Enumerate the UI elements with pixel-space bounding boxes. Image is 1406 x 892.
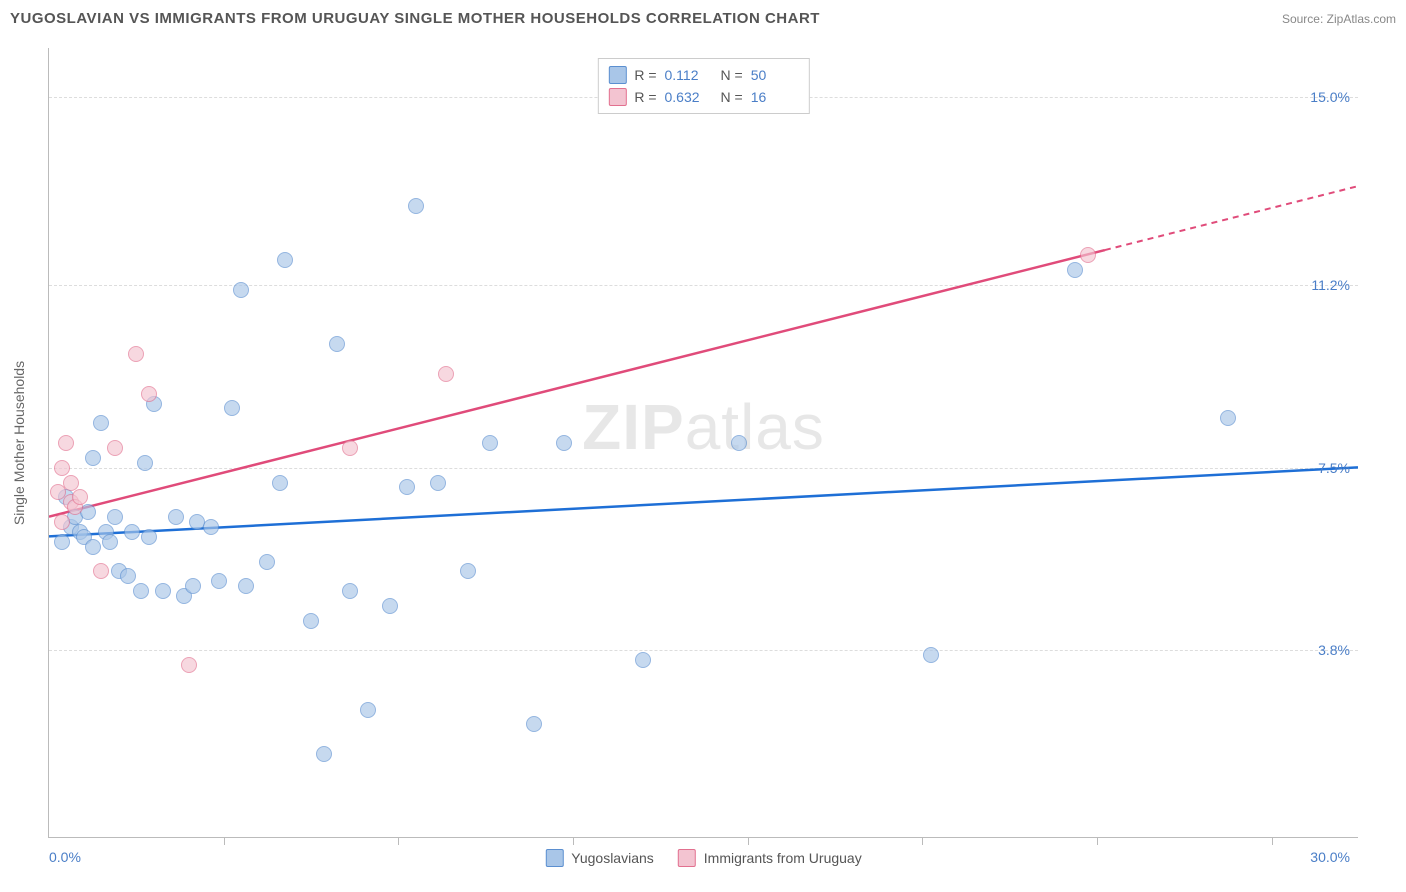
x-tick <box>224 837 225 845</box>
data-point <box>635 652 651 668</box>
data-point <box>58 435 74 451</box>
data-point <box>360 702 376 718</box>
data-point <box>120 568 136 584</box>
data-point <box>329 336 345 352</box>
r-label: R = <box>634 64 656 86</box>
series-legend-item: Yugoslavians <box>545 849 654 867</box>
data-point <box>277 252 293 268</box>
data-point <box>1067 262 1083 278</box>
data-point <box>482 435 498 451</box>
legend-row: R = 0.632 N = 16 <box>608 86 798 108</box>
data-point <box>303 613 319 629</box>
data-point <box>107 440 123 456</box>
data-point <box>438 366 454 382</box>
data-point <box>85 539 101 555</box>
data-point <box>124 524 140 540</box>
source-text: Source: ZipAtlas.com <box>1282 12 1396 26</box>
data-point <box>923 647 939 663</box>
y-tick-label: 3.8% <box>1318 642 1350 658</box>
data-point <box>54 460 70 476</box>
r-value: 0.632 <box>665 86 713 108</box>
data-point <box>137 455 153 471</box>
x-tick <box>748 837 749 845</box>
series-legend-label: Yugoslavians <box>571 850 654 866</box>
correlation-legend: R = 0.112 N = 50 R = 0.632 N = 16 <box>597 58 809 114</box>
scatter-points <box>49 48 1358 837</box>
data-point <box>54 534 70 550</box>
data-point <box>181 657 197 673</box>
data-point <box>155 583 171 599</box>
data-point <box>460 563 476 579</box>
n-value: 16 <box>751 86 799 108</box>
x-end-label: 30.0% <box>1310 849 1350 865</box>
chart-area: Single Mother Households ZIPatlas R =0.1… <box>48 48 1358 838</box>
data-point <box>141 529 157 545</box>
data-point <box>203 519 219 535</box>
data-point <box>731 435 747 451</box>
data-point <box>185 578 201 594</box>
data-point <box>556 435 572 451</box>
data-point <box>128 346 144 362</box>
series-legend: Yugoslavians Immigrants from Uruguay <box>545 849 861 867</box>
data-point <box>102 534 118 550</box>
legend-swatch <box>678 849 696 867</box>
x-tick <box>1272 837 1273 845</box>
x-tick <box>573 837 574 845</box>
data-point <box>93 563 109 579</box>
x-origin-label: 0.0% <box>49 849 81 865</box>
legend-swatch <box>545 849 563 867</box>
data-point <box>141 386 157 402</box>
data-point <box>382 598 398 614</box>
n-label: N = <box>721 64 743 86</box>
x-tick <box>398 837 399 845</box>
data-point <box>211 573 227 589</box>
n-label: N = <box>721 86 743 108</box>
x-tick <box>922 837 923 845</box>
x-tick <box>1097 837 1098 845</box>
legend-swatch <box>608 66 626 84</box>
y-axis-label: Single Mother Households <box>11 360 27 524</box>
legend-swatch <box>608 88 626 106</box>
y-tick-label: 15.0% <box>1310 89 1350 105</box>
y-tick-label: 7.5% <box>1318 460 1350 476</box>
data-point <box>342 440 358 456</box>
title-bar: YUGOSLAVIAN VS IMMIGRANTS FROM URUGUAY S… <box>10 10 1396 27</box>
series-legend-item: Immigrants from Uruguay <box>678 849 862 867</box>
data-point <box>1220 410 1236 426</box>
r-value: 0.112 <box>665 64 713 86</box>
data-point <box>430 475 446 491</box>
data-point <box>93 415 109 431</box>
data-point <box>399 479 415 495</box>
data-point <box>168 509 184 525</box>
data-point <box>233 282 249 298</box>
data-point <box>238 578 254 594</box>
data-point <box>63 475 79 491</box>
data-point <box>72 489 88 505</box>
data-point <box>54 514 70 530</box>
data-point <box>526 716 542 732</box>
series-legend-label: Immigrants from Uruguay <box>704 850 862 866</box>
y-tick-label: 11.2% <box>1311 277 1350 293</box>
data-point <box>85 450 101 466</box>
data-point <box>342 583 358 599</box>
r-label: R = <box>634 86 656 108</box>
data-point <box>316 746 332 762</box>
data-point <box>408 198 424 214</box>
data-point <box>1080 247 1096 263</box>
data-point <box>272 475 288 491</box>
legend-row: R = 0.112 N = 50 <box>608 64 798 86</box>
data-point <box>259 554 275 570</box>
data-point <box>224 400 240 416</box>
n-value: 50 <box>751 64 799 86</box>
chart-title: YUGOSLAVIAN VS IMMIGRANTS FROM URUGUAY S… <box>10 10 820 27</box>
data-point <box>107 509 123 525</box>
data-point <box>133 583 149 599</box>
